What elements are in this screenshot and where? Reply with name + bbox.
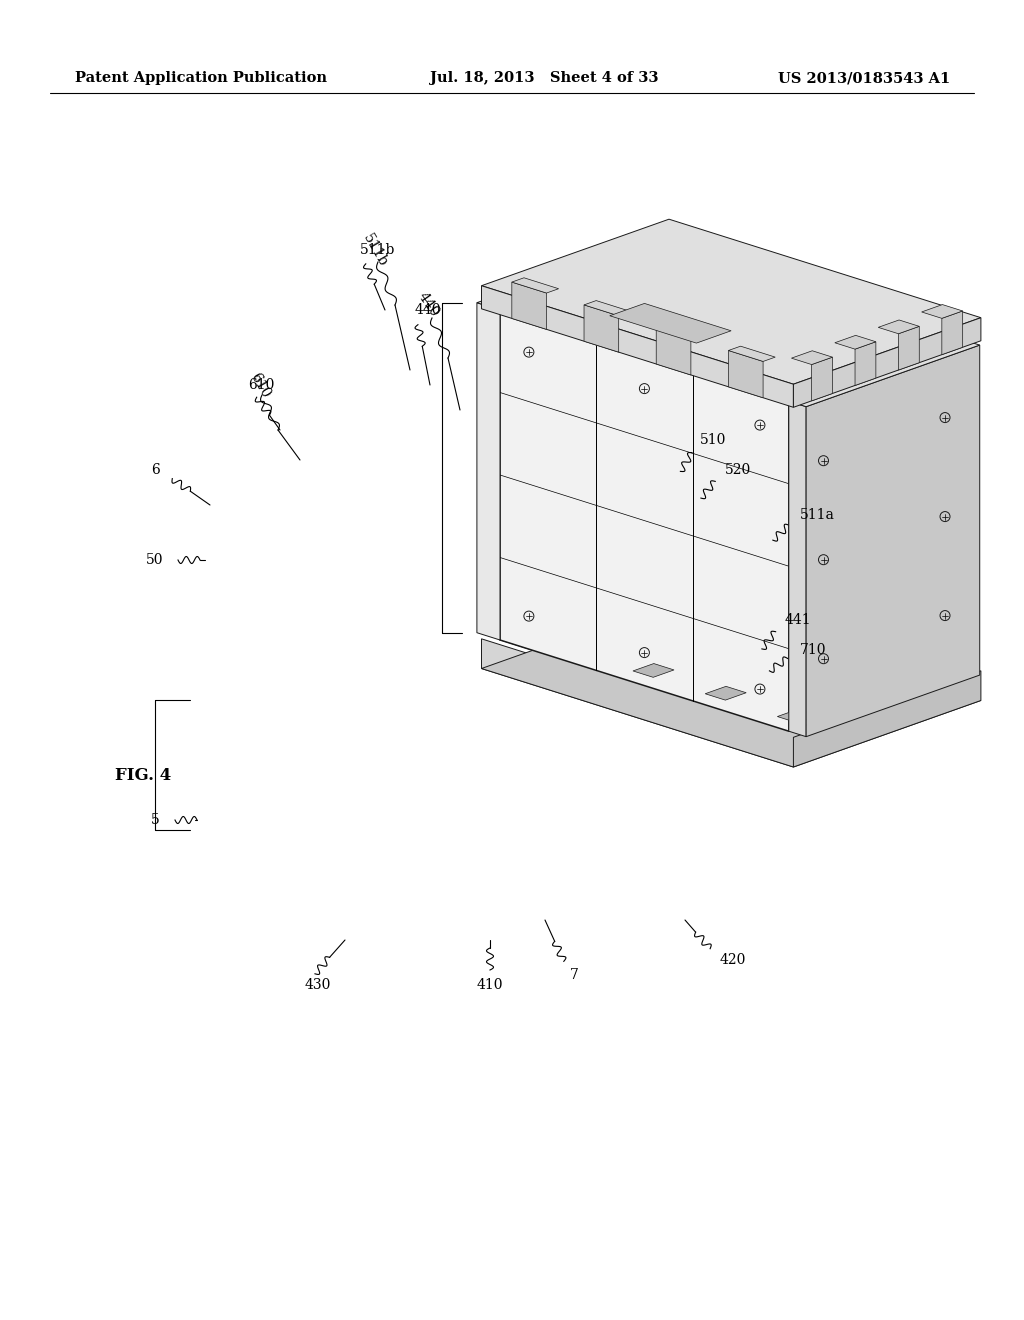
Polygon shape [481, 602, 981, 767]
Text: 440: 440 [415, 304, 441, 317]
Polygon shape [794, 318, 981, 408]
Polygon shape [794, 671, 981, 767]
Polygon shape [500, 248, 963, 401]
Polygon shape [500, 248, 674, 640]
Polygon shape [792, 351, 833, 364]
Polygon shape [500, 578, 963, 731]
Polygon shape [835, 335, 876, 350]
Text: 430: 430 [305, 978, 332, 993]
Text: 710: 710 [800, 643, 826, 657]
Text: 511a: 511a [800, 508, 835, 521]
Polygon shape [942, 312, 963, 355]
Text: FIG. 4: FIG. 4 [115, 767, 171, 784]
Text: 441: 441 [785, 612, 812, 627]
Polygon shape [922, 305, 963, 318]
Text: 4: 4 [874, 385, 889, 395]
Polygon shape [788, 339, 980, 407]
Text: 7: 7 [570, 968, 579, 982]
Text: 610: 610 [248, 370, 273, 400]
Polygon shape [788, 339, 963, 731]
Polygon shape [706, 686, 746, 700]
Text: 410: 410 [477, 978, 503, 993]
Polygon shape [879, 319, 920, 334]
Text: 511b: 511b [360, 243, 395, 257]
Text: 511b: 511b [360, 231, 390, 269]
Text: 510: 510 [700, 433, 726, 447]
Polygon shape [481, 285, 794, 408]
Polygon shape [728, 346, 775, 362]
Polygon shape [609, 304, 731, 343]
Polygon shape [477, 242, 674, 310]
Text: 420: 420 [720, 953, 746, 968]
Polygon shape [855, 342, 876, 385]
Polygon shape [500, 310, 788, 731]
Polygon shape [656, 327, 691, 375]
Text: 440: 440 [415, 290, 441, 319]
Text: 610: 610 [248, 378, 274, 392]
Polygon shape [477, 302, 500, 640]
Polygon shape [584, 305, 618, 352]
Polygon shape [656, 323, 703, 339]
Polygon shape [481, 219, 981, 384]
Text: 50: 50 [145, 553, 163, 568]
Polygon shape [788, 401, 806, 737]
Polygon shape [812, 358, 833, 401]
Polygon shape [512, 277, 559, 293]
Polygon shape [728, 351, 763, 397]
Text: US 2013/0183543 A1: US 2013/0183543 A1 [778, 71, 950, 84]
Polygon shape [777, 709, 818, 723]
Polygon shape [512, 282, 547, 329]
Text: Jul. 18, 2013   Sheet 4 of 33: Jul. 18, 2013 Sheet 4 of 33 [430, 71, 658, 84]
Text: 520: 520 [725, 463, 752, 477]
Text: Patent Application Publication: Patent Application Publication [75, 71, 327, 84]
Polygon shape [806, 345, 980, 737]
Polygon shape [481, 639, 794, 767]
Text: 6: 6 [152, 463, 160, 477]
Polygon shape [633, 664, 674, 677]
Polygon shape [584, 301, 631, 315]
Polygon shape [898, 326, 920, 370]
Text: 5: 5 [152, 813, 160, 828]
